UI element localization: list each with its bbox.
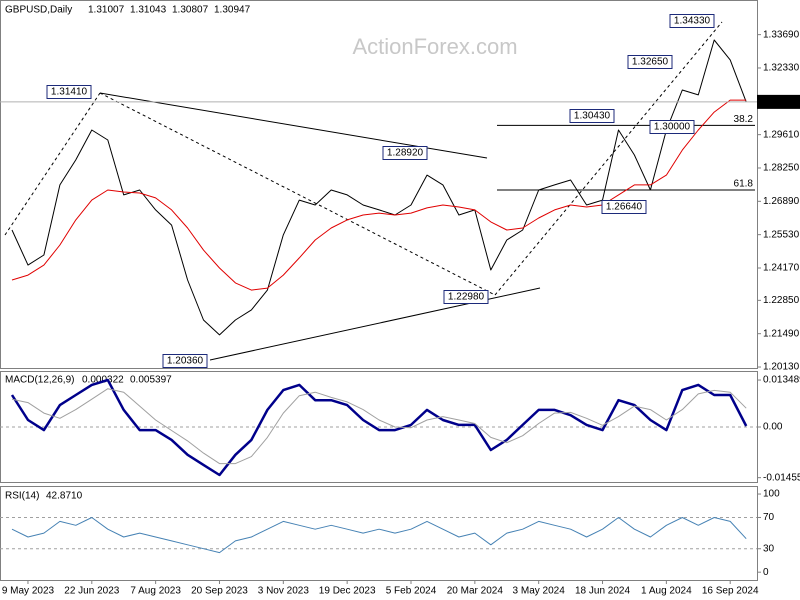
- trend-line: [494, 21, 723, 296]
- series-line: [11, 39, 747, 336]
- rsi-title: RSI(14): [5, 491, 39, 502]
- y-tick-label: 100: [763, 489, 780, 500]
- annotation: 1.30000: [654, 122, 691, 133]
- x-tick-label: 9 May 2023: [2, 586, 55, 597]
- macd-title: MACD(12,26,9): [5, 375, 74, 386]
- annotation: 1.20360: [167, 356, 204, 367]
- annotation-box: [569, 109, 615, 123]
- level-label: 38.2: [734, 114, 754, 125]
- annotation: 1.28920: [387, 148, 424, 159]
- rsi-panel: [0, 486, 758, 581]
- open: 1.31007: [88, 5, 125, 16]
- x-tick-label: 18 Jun 2024: [575, 586, 630, 597]
- annotation: 1.34330: [674, 16, 711, 27]
- y-tick-label: 0: [763, 567, 769, 578]
- y-tick-label: 1.32330: [763, 63, 800, 74]
- y-tick-label: 1.20130: [763, 362, 800, 373]
- x-tick-label: 5 Feb 2024: [386, 586, 437, 597]
- y-tick-label: -0.014554: [763, 472, 800, 483]
- symbol: GBPUSD,Daily: [5, 5, 72, 16]
- y-tick-label: 1.33690: [763, 29, 800, 40]
- annotation-box: [601, 200, 647, 214]
- x-tick-label: 19 Dec 2023: [319, 586, 376, 597]
- series-line: [11, 388, 747, 465]
- y-tick-label: 1.22850: [763, 295, 800, 306]
- current-price-box: [757, 94, 800, 109]
- annotation: 1.31410: [51, 87, 88, 98]
- series-line: [11, 99, 747, 291]
- x-tick-label: 20 Sep 2023: [191, 586, 248, 597]
- x-tick-label: 22 Jun 2023: [64, 586, 119, 597]
- annotation-box: [382, 146, 428, 160]
- annotation: 1.30430: [574, 111, 611, 122]
- annotation: 1.26640: [606, 202, 643, 213]
- x-tick-label: 3 Nov 2023: [258, 586, 310, 597]
- y-tick-label: 1.24170: [763, 263, 800, 274]
- low: 1.30807: [172, 5, 209, 16]
- y-tick-label: 0.013489: [763, 375, 800, 386]
- x-tick-label: 20 Mar 2024: [447, 586, 504, 597]
- annotation-box: [669, 14, 715, 28]
- annotation-box: [46, 85, 92, 99]
- annotation-box: [627, 55, 673, 69]
- trend-line: [99, 92, 496, 296]
- level-label: 61.8: [734, 179, 754, 190]
- y-tick-label: 1.26890: [763, 196, 800, 207]
- annotation: 1.22980: [448, 292, 485, 303]
- x-tick-label: 3 May 2024: [513, 586, 566, 597]
- price-panel: [0, 0, 758, 369]
- y-tick-label: 1.25530: [763, 229, 800, 240]
- watermark: ActionForex.com: [352, 34, 517, 59]
- annotation-box: [443, 290, 489, 304]
- close: 1.30947: [214, 5, 251, 16]
- y-tick-label: 70: [763, 512, 775, 523]
- annotation: 1.32650: [632, 57, 669, 68]
- current-price-label: 1.30947: [760, 97, 797, 108]
- x-tick-label: 16 Sep 2024: [702, 586, 759, 597]
- series-line: [10, 378, 748, 477]
- y-tick-label: 30: [763, 543, 775, 554]
- signal-value: 0.005397: [130, 375, 172, 386]
- y-tick-label: 1.29610: [763, 129, 800, 140]
- annotation-box: [649, 120, 695, 134]
- series-line: [11, 517, 747, 554]
- y-tick-label: 0.00: [763, 422, 783, 433]
- y-tick-label: 1.21490: [763, 328, 800, 339]
- annotation-box: [162, 354, 208, 368]
- y-tick-label: 1.28250: [763, 163, 800, 174]
- x-tick-label: 7 Aug 2023: [130, 586, 181, 597]
- rsi-value: 42.8710: [46, 491, 83, 502]
- high: 1.31043: [130, 5, 167, 16]
- trend-line: [4, 92, 101, 236]
- x-tick-label: 1 Aug 2024: [641, 586, 692, 597]
- header: GBPUSD,Daily 1.31007 1.31043 1.30807 1.3…: [5, 5, 251, 16]
